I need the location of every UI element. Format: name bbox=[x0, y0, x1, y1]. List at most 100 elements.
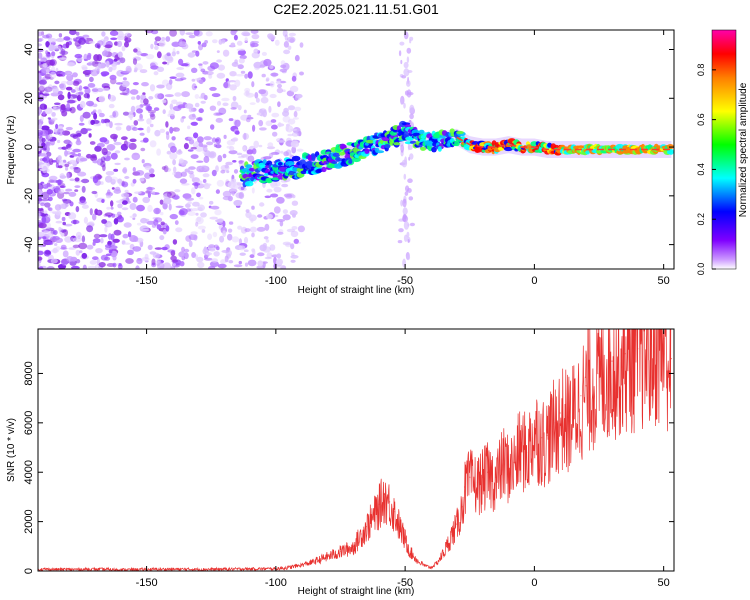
noise-speckle bbox=[270, 72, 279, 77]
noise-speckle bbox=[174, 92, 182, 97]
noise-speckle bbox=[82, 111, 91, 119]
colorbar-ticks: 0.0 0.2 0.4 0.6 0.8 bbox=[696, 64, 716, 275]
noise-speckle bbox=[45, 53, 52, 58]
noise-speckle bbox=[290, 243, 295, 250]
noise-speckle bbox=[38, 265, 44, 269]
noise-speckle bbox=[175, 227, 183, 233]
noise-speckle bbox=[191, 252, 197, 258]
noise-speckle bbox=[258, 89, 267, 95]
noise-speckle bbox=[44, 86, 53, 93]
noise-speckle bbox=[275, 258, 284, 266]
noise-speckle bbox=[239, 55, 247, 60]
noise-speckle bbox=[147, 244, 153, 250]
snr-point bbox=[430, 566, 432, 568]
y-tick-label: 6000 bbox=[23, 411, 35, 435]
noise-speckle bbox=[52, 186, 61, 193]
noise-speckle bbox=[102, 39, 106, 48]
noise-speckle bbox=[252, 124, 256, 132]
noise-speckle bbox=[227, 181, 236, 189]
noise-speckle bbox=[276, 87, 284, 94]
noise-speckle bbox=[47, 138, 54, 142]
noise-speckle bbox=[38, 123, 43, 130]
noise-speckle bbox=[68, 147, 73, 151]
noise-speckle bbox=[73, 219, 77, 225]
noise-speckle bbox=[188, 34, 196, 39]
noise-speckle bbox=[44, 146, 50, 153]
noise-speckle bbox=[174, 171, 183, 179]
noise-speckle bbox=[203, 156, 210, 163]
noise-speckle bbox=[88, 221, 95, 225]
noise-stripe-speckle bbox=[406, 56, 410, 63]
noise-speckle bbox=[97, 109, 102, 115]
noise-speckle bbox=[192, 201, 200, 207]
noise-speckle bbox=[131, 96, 136, 100]
noise-speckle bbox=[150, 43, 154, 50]
noise-speckle bbox=[41, 142, 46, 148]
noise-speckle bbox=[131, 152, 141, 161]
noise-speckle bbox=[188, 233, 198, 241]
noise-speckle bbox=[201, 229, 206, 233]
noise-speckle bbox=[92, 213, 97, 221]
noise-speckle bbox=[208, 151, 217, 159]
snr-frame bbox=[37, 328, 675, 572]
noise-speckle bbox=[283, 41, 289, 48]
noise-speckle bbox=[190, 121, 198, 126]
noise-speckle bbox=[53, 45, 62, 51]
noise-speckle bbox=[55, 210, 62, 216]
snr-point bbox=[68, 568, 70, 570]
noise-speckle bbox=[66, 80, 74, 86]
noise-speckle bbox=[215, 144, 222, 149]
noise-speckle bbox=[196, 160, 204, 163]
noise-speckle bbox=[217, 263, 227, 269]
noise-speckle bbox=[261, 73, 266, 78]
noise-speckle bbox=[227, 228, 233, 233]
noise-speckle bbox=[62, 250, 69, 258]
noise-speckle bbox=[202, 179, 207, 183]
noise-speckle bbox=[46, 189, 53, 195]
noise-speckle bbox=[258, 144, 263, 148]
noise-speckle bbox=[95, 248, 103, 254]
noise-speckle bbox=[134, 63, 143, 71]
noise-speckle bbox=[66, 99, 76, 104]
noise-speckle bbox=[44, 202, 51, 208]
noise-speckle bbox=[113, 229, 122, 236]
noise-speckle bbox=[72, 237, 82, 243]
noise-speckle bbox=[227, 80, 231, 84]
noise-speckle bbox=[114, 122, 123, 126]
noise-speckle bbox=[59, 83, 65, 89]
noise-speckle bbox=[171, 259, 179, 263]
noise-speckle bbox=[251, 232, 255, 238]
noise-speckle bbox=[38, 52, 43, 59]
noise-speckle bbox=[152, 191, 156, 195]
noise-speckle bbox=[197, 204, 205, 212]
noise-speckle bbox=[204, 182, 208, 186]
noise-speckle bbox=[153, 207, 161, 215]
noise-speckle bbox=[200, 165, 208, 172]
noise-speckle bbox=[48, 44, 55, 52]
noise-speckle bbox=[108, 249, 113, 254]
noise-speckle bbox=[60, 258, 68, 266]
y-tick-label: 2000 bbox=[23, 509, 35, 533]
noise-speckle bbox=[49, 210, 57, 213]
noise-speckle bbox=[144, 172, 152, 179]
noise-speckle bbox=[293, 238, 299, 244]
noise-speckle bbox=[165, 121, 169, 128]
noise-speckle bbox=[68, 191, 77, 197]
noise-speckle bbox=[54, 80, 60, 85]
snr-point bbox=[301, 564, 303, 566]
noise-speckle bbox=[124, 189, 129, 194]
noise-speckle bbox=[245, 209, 250, 213]
noise-speckle bbox=[39, 168, 47, 171]
noise-speckle bbox=[228, 150, 238, 155]
noise-speckle bbox=[108, 103, 115, 109]
noise-speckle bbox=[122, 166, 128, 174]
noise-speckle bbox=[104, 244, 112, 248]
noise-speckle bbox=[42, 111, 46, 116]
noise-speckle bbox=[259, 64, 265, 69]
noise-speckle bbox=[174, 220, 179, 226]
noise-speckle bbox=[233, 264, 243, 268]
noise-speckle bbox=[43, 183, 53, 188]
noise-speckle bbox=[101, 199, 105, 203]
noise-speckle bbox=[280, 64, 287, 69]
snr-point bbox=[327, 555, 329, 557]
